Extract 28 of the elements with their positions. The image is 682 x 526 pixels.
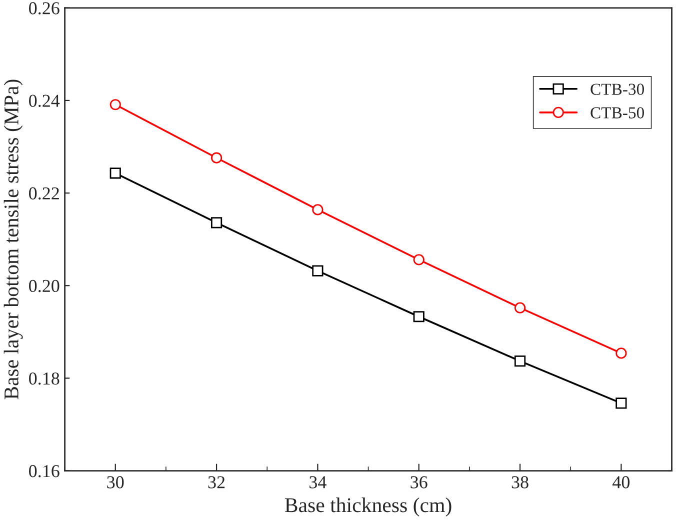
point — [110, 99, 121, 110]
x-tick-label: 38 — [512, 476, 528, 488]
point — [110, 168, 121, 179]
y-tick-label: 0.16 — [29, 465, 60, 478]
point — [210, 217, 222, 228]
point — [514, 302, 526, 314]
x-axis-title: Base thickness (cm) — [284, 498, 452, 516]
legend-label: CTB-50 — [590, 107, 644, 118]
y-tick-label: 0.20 — [29, 280, 60, 292]
point — [616, 398, 627, 409]
y-tick-label: 0.18 — [29, 372, 60, 385]
point — [312, 265, 324, 276]
x-tick-label: 32 — [208, 476, 225, 488]
y-tick-label: 0.22 — [29, 187, 59, 200]
point — [616, 348, 627, 359]
y-tick-label: 0.26 — [29, 2, 60, 14]
point — [413, 254, 424, 266]
x-tick-label: 40 — [612, 476, 630, 488]
y-axis-title: Base layer bottom tensile stress (MPa) — [4, 80, 23, 400]
point — [210, 152, 222, 164]
point — [514, 356, 526, 367]
point — [312, 204, 324, 216]
legend-label: CTB-30 — [590, 84, 644, 95]
x-tick-label: 30 — [107, 476, 124, 488]
x-tick-label: 36 — [410, 476, 428, 488]
point — [413, 311, 424, 322]
x-tick-label: 34 — [310, 476, 326, 488]
y-tick-label: 0.24 — [29, 94, 60, 107]
